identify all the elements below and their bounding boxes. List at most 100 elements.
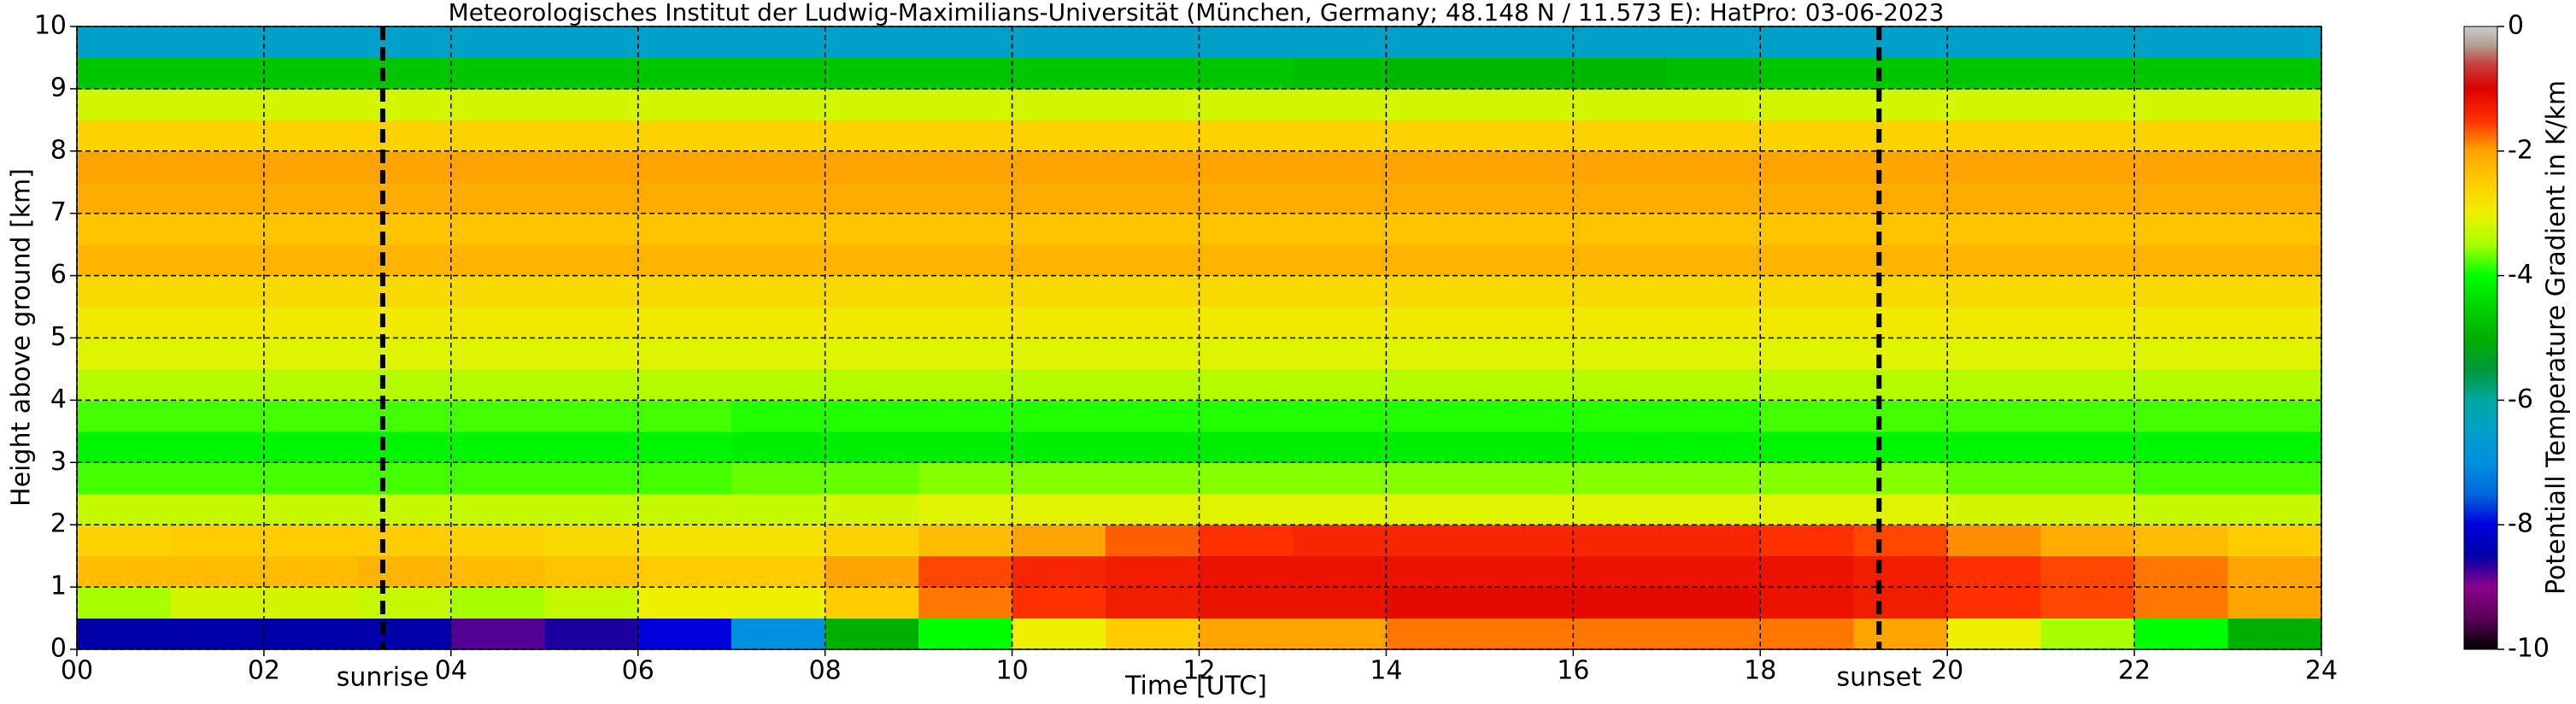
cell bbox=[170, 400, 265, 432]
cell bbox=[1106, 462, 1200, 495]
x-tick-label: 10 bbox=[995, 656, 1028, 686]
cell bbox=[731, 307, 826, 338]
cell bbox=[1012, 493, 1106, 525]
cell bbox=[2227, 618, 2322, 650]
cell bbox=[731, 244, 826, 277]
cell bbox=[2134, 150, 2229, 183]
cell bbox=[1760, 182, 1855, 214]
cell bbox=[2134, 555, 2229, 588]
cell bbox=[637, 493, 732, 525]
cell bbox=[1479, 57, 1574, 90]
cell bbox=[2134, 120, 2229, 152]
cell bbox=[170, 150, 265, 183]
cell bbox=[918, 368, 1013, 401]
cell bbox=[1666, 618, 1761, 650]
colorbar-tick-label: -4 bbox=[2508, 260, 2533, 290]
cell bbox=[450, 213, 545, 245]
cell bbox=[77, 525, 171, 557]
y-tick-label: 5 bbox=[50, 322, 67, 352]
cell bbox=[1760, 150, 1855, 183]
cell bbox=[918, 525, 1013, 557]
cell bbox=[1573, 337, 1668, 370]
cell bbox=[1947, 400, 2042, 432]
cell bbox=[1573, 150, 1668, 183]
cell bbox=[1479, 618, 1574, 650]
cell bbox=[1947, 307, 2042, 338]
cell bbox=[1760, 368, 1855, 401]
cell bbox=[1947, 525, 2042, 557]
cell bbox=[1666, 337, 1761, 370]
cell bbox=[1853, 618, 1948, 650]
cell bbox=[1292, 57, 1387, 90]
cell bbox=[450, 244, 545, 277]
cell bbox=[1573, 182, 1668, 214]
cell bbox=[170, 213, 265, 245]
x-tick-label: 24 bbox=[2305, 656, 2338, 686]
cell bbox=[1386, 182, 1481, 214]
colorbar-tick-label: 0 bbox=[2508, 11, 2524, 41]
cell bbox=[1853, 307, 1948, 338]
cell bbox=[1947, 587, 2042, 619]
cell bbox=[1853, 368, 1948, 401]
cell bbox=[824, 587, 919, 619]
cell bbox=[1479, 307, 1574, 338]
cell bbox=[1666, 275, 1761, 308]
cell bbox=[731, 275, 826, 308]
cell bbox=[731, 213, 826, 245]
cell bbox=[1666, 57, 1761, 90]
cell bbox=[1106, 213, 1200, 245]
cell bbox=[918, 244, 1013, 277]
cell bbox=[450, 587, 545, 619]
cell bbox=[1012, 587, 1106, 619]
cell bbox=[1292, 307, 1387, 338]
cell bbox=[2134, 462, 2229, 495]
cell bbox=[1760, 26, 1855, 58]
cell bbox=[1853, 337, 1948, 370]
cell bbox=[1760, 120, 1855, 152]
cell bbox=[450, 150, 545, 183]
cell bbox=[77, 587, 171, 619]
cell bbox=[637, 618, 732, 650]
cell bbox=[731, 26, 826, 58]
cell bbox=[1573, 57, 1668, 90]
cell bbox=[2040, 368, 2135, 401]
cell bbox=[2227, 587, 2322, 619]
cell bbox=[1199, 150, 1294, 183]
cell bbox=[544, 120, 639, 152]
cell bbox=[824, 525, 919, 557]
cell bbox=[637, 150, 732, 183]
cell bbox=[918, 400, 1013, 432]
cell bbox=[357, 400, 452, 432]
cell bbox=[824, 120, 919, 152]
y-tick-label: 0 bbox=[50, 634, 67, 664]
colorbar-tick-label: -10 bbox=[2508, 634, 2550, 664]
y-tick-label: 9 bbox=[50, 73, 67, 103]
cell bbox=[1479, 525, 1574, 557]
cell bbox=[1947, 150, 2042, 183]
annotation-label: sunset bbox=[1837, 663, 1922, 693]
cell bbox=[544, 244, 639, 277]
cell bbox=[1573, 462, 1668, 495]
heatmap bbox=[77, 26, 2322, 650]
cell bbox=[263, 213, 358, 245]
cell bbox=[1479, 368, 1574, 401]
cell bbox=[1853, 182, 1948, 214]
cell bbox=[918, 493, 1013, 525]
colorbar-tick-label: -2 bbox=[2508, 135, 2533, 165]
cell bbox=[357, 57, 452, 90]
cell bbox=[263, 525, 358, 557]
cell bbox=[1386, 618, 1481, 650]
cell bbox=[450, 182, 545, 214]
cell bbox=[637, 400, 732, 432]
cell bbox=[1853, 462, 1948, 495]
cell bbox=[1199, 587, 1294, 619]
cell bbox=[1947, 368, 2042, 401]
cell bbox=[731, 525, 826, 557]
cell bbox=[544, 88, 639, 120]
cell bbox=[824, 400, 919, 432]
cell bbox=[1199, 120, 1294, 152]
cell bbox=[170, 307, 265, 338]
cell bbox=[1012, 462, 1106, 495]
cell bbox=[1106, 555, 1200, 588]
cell bbox=[1012, 57, 1106, 90]
